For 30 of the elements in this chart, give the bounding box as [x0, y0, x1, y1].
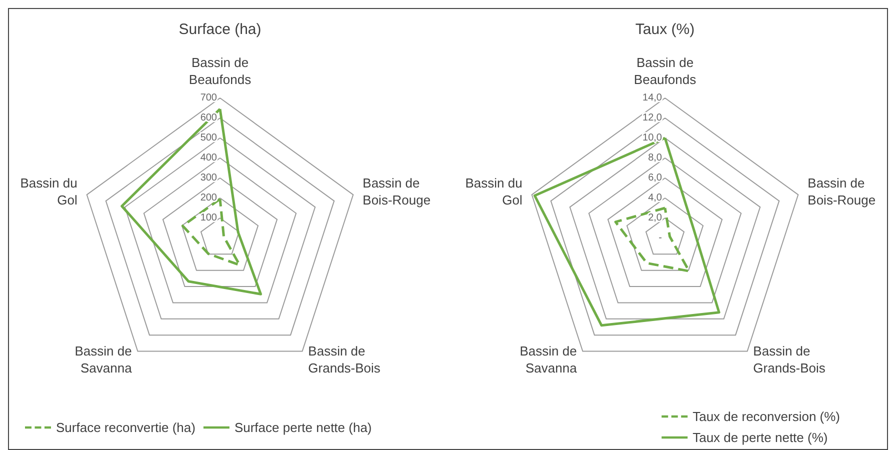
- spoke-label: Bassin de Beaufonds: [188, 55, 252, 87]
- legend-label: Surface perte nette (ha): [234, 420, 372, 435]
- y-tick-label: 12,0: [642, 112, 662, 124]
- y-tick-label: 8,0: [648, 152, 662, 164]
- y-tick-label: 500: [200, 132, 218, 144]
- y-tick-label: 300: [200, 172, 218, 184]
- y-tick-label: 6,0: [648, 172, 662, 184]
- legend-label: Taux de perte nette (%): [692, 430, 828, 445]
- chart-title: Surface (ha): [178, 21, 262, 38]
- y-tick-label: -: [658, 232, 662, 244]
- y-tick-label: 14,0: [642, 92, 662, 104]
- spoke-label: Bassin de Grands-Bois: [308, 343, 381, 376]
- legend-label: Taux de reconversion (%): [692, 409, 840, 424]
- y-tick-label: 2,0: [648, 212, 662, 224]
- spoke-label: Bassin de Grands-Bois: [753, 343, 826, 376]
- y-tick-label: 4,0: [648, 192, 662, 204]
- spoke-label: Bassin de Bois-Rouge: [808, 176, 876, 208]
- spoke-label: Bassin de Savanna: [74, 343, 133, 376]
- y-tick-label: 400: [200, 152, 218, 164]
- y-tick-label: 10,0: [642, 132, 662, 144]
- y-tick-label: 100: [200, 212, 218, 224]
- chart-title: Taux (%): [635, 21, 695, 38]
- spoke-label: Bassin de Beaufonds: [634, 55, 697, 87]
- spoke-label: Bassin de Bois-Rouge: [362, 176, 431, 208]
- y-tick-label: 200: [200, 192, 218, 204]
- y-tick-label: 700: [200, 92, 218, 104]
- spoke-label: Bassin du Gol: [20, 176, 78, 208]
- spoke-label: Bassin du Gol: [465, 176, 522, 208]
- spoke-label: Bassin de Savanna: [520, 343, 578, 376]
- legend-label: Surface reconvertie (ha): [56, 420, 196, 435]
